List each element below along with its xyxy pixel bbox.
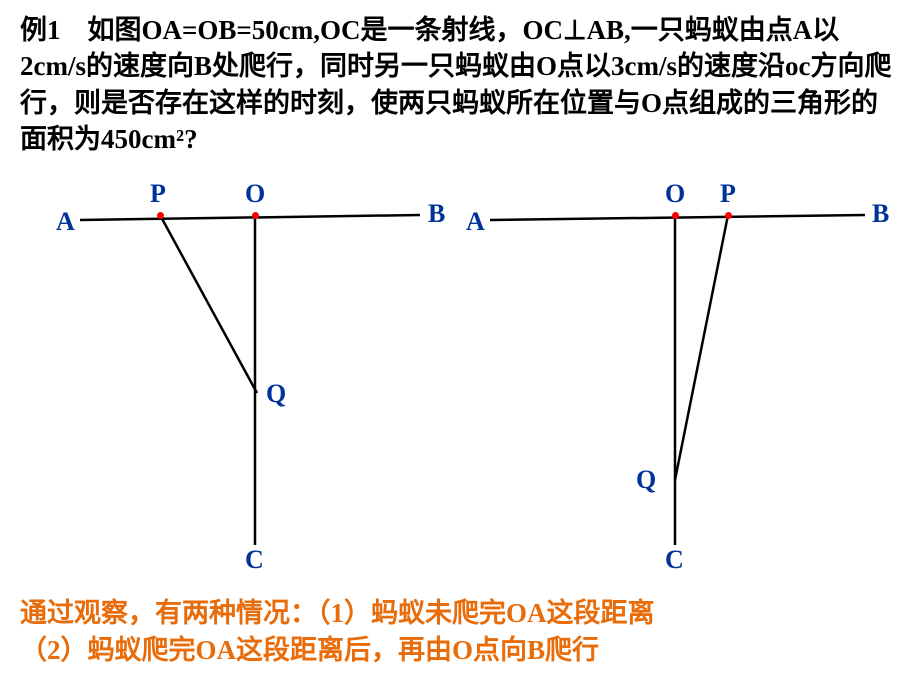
label-b-left: B — [428, 199, 445, 229]
label-c-right: C — [665, 545, 684, 575]
label-b-right: B — [872, 199, 889, 229]
dot-o-right — [672, 212, 679, 219]
label-p-right: P — [720, 179, 736, 209]
diagrams-container: A B P O Q C A B O P Q C — [0, 175, 920, 575]
label-q-right: Q — [636, 465, 656, 495]
dot-p-right — [725, 212, 732, 219]
label-a-right: A — [466, 207, 485, 237]
diagram-right-svg — [460, 175, 900, 575]
conclusion-line1: 通过观察，有两种情况：（1）蚂蚁未爬完OA这段距离 — [20, 595, 900, 631]
conclusion-line2: （2）蚂蚁爬完OA这段距离后，再由O点向B爬行 — [20, 632, 900, 668]
dot-p-left — [157, 212, 164, 219]
diagram-left: A B P O Q C — [50, 175, 480, 575]
label-c-left: C — [245, 545, 264, 575]
diagram-left-svg — [50, 175, 480, 575]
label-q-left: Q — [266, 379, 286, 409]
label-p-left: P — [150, 179, 166, 209]
label-a-left: A — [56, 207, 75, 237]
conclusion-text: 通过观察，有两种情况：（1）蚂蚁未爬完OA这段距离 （2）蚂蚁爬完OA这段距离后… — [20, 595, 900, 668]
label-o-right: O — [665, 179, 685, 209]
dot-o-left — [252, 212, 259, 219]
problem-paragraph: 例1 如图OA=OB=50cm,OC是一条射线，OC⊥AB,一只蚂蚁由点A以2c… — [20, 15, 891, 154]
problem-text: 例1 如图OA=OB=50cm,OC是一条射线，OC⊥AB,一只蚂蚁由点A以2c… — [20, 12, 900, 158]
label-o-left: O — [245, 179, 265, 209]
diagram-right: A B O P Q C — [460, 175, 900, 575]
